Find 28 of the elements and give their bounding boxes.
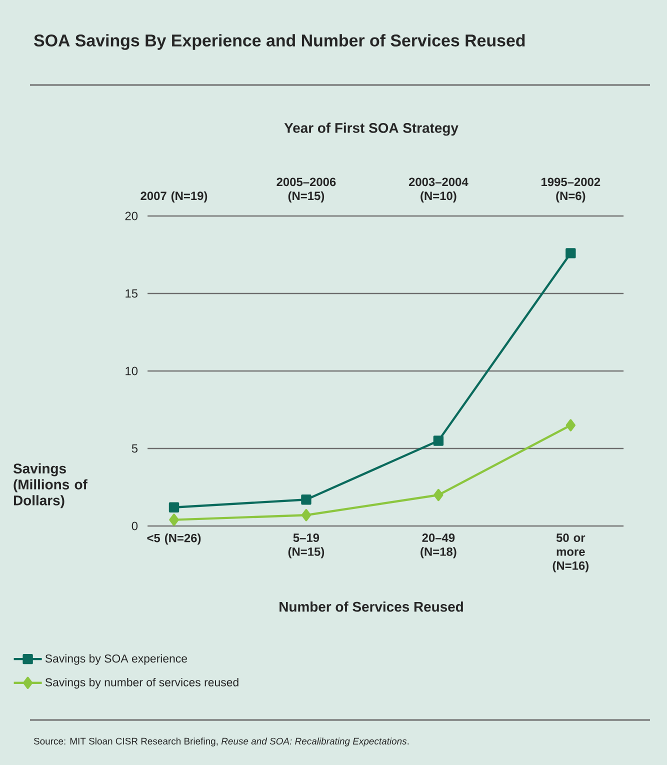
y-tick-label: 10 bbox=[126, 366, 138, 376]
x-axis-title: Number of Services Reused bbox=[280, 601, 463, 612]
point bbox=[301, 509, 312, 522]
text: 2003–2004 (N=10) bbox=[408, 178, 468, 202]
text: 2007 (N=19) bbox=[140, 191, 208, 202]
legend-label: Savings by SOA experience bbox=[45, 654, 188, 665]
chart-title: SOA Savings By Experience and Number of Services Reused bbox=[34, 34, 525, 50]
point bbox=[168, 502, 180, 512]
legend-label: Savings by number of services reused bbox=[45, 678, 238, 689]
point bbox=[566, 248, 576, 258]
x2-axis-title: Year of First SOA Strategy bbox=[284, 122, 458, 136]
source-note: Source: MIT Sloan CISR Research Briefing, Reuse and SOA: Recalibrating Expectations. bbox=[34, 738, 409, 746]
y-tick-label: 20 bbox=[125, 212, 138, 220]
point bbox=[169, 514, 179, 526]
text: 2005–2006 (N=15) bbox=[276, 178, 336, 202]
x-tick-label: 5–19 (N=15) bbox=[288, 534, 324, 558]
y-axis-title: Savings (Millions of Dollars) bbox=[13, 463, 88, 508]
y-tick-label: 0 bbox=[132, 522, 138, 530]
point bbox=[434, 488, 444, 502]
x-tick-label: <5 (N=26) bbox=[147, 534, 201, 545]
y-tick-label: 5 bbox=[132, 444, 138, 453]
y-tick-label: 15 bbox=[126, 289, 138, 298]
point bbox=[301, 494, 312, 505]
point bbox=[566, 419, 576, 432]
point bbox=[433, 436, 444, 446]
x-tick-label: 50 or more (N=16) bbox=[552, 534, 589, 572]
x-tick-label: 20–49 (N=18) bbox=[420, 534, 456, 558]
text: 1995–2002 (N=6) bbox=[541, 178, 600, 202]
